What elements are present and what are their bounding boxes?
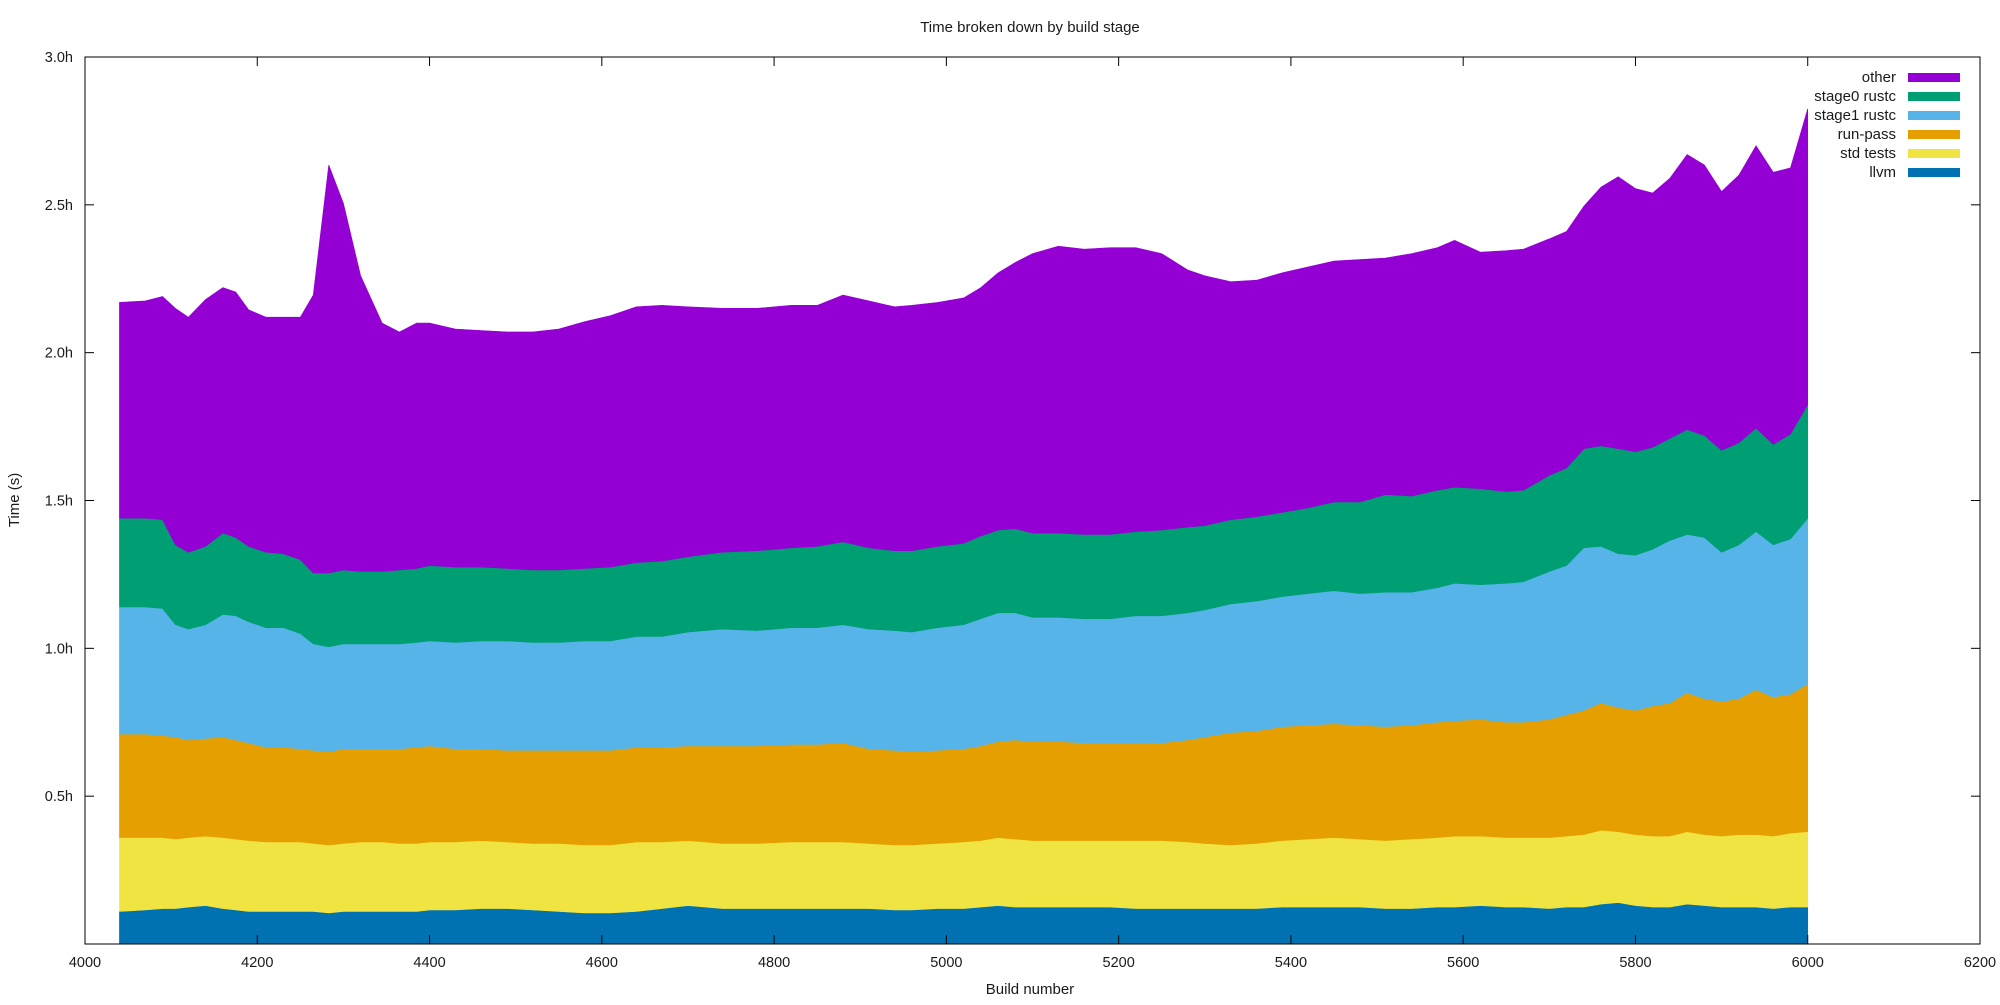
x-tick-label: 4600 [586, 955, 618, 971]
y-tick-label: 2.0h [45, 346, 73, 362]
x-axis-label: Build number [986, 981, 1074, 998]
x-tick-label: 5000 [930, 955, 962, 971]
legend-swatch [1908, 149, 1960, 158]
chart-title: Time broken down by build stage [920, 19, 1140, 36]
legend-swatch [1908, 130, 1960, 139]
y-axis-label: Time (s) [6, 473, 23, 527]
x-tick-label: 5800 [1619, 955, 1651, 971]
legend-label: stage0 rustc [1814, 88, 1896, 105]
y-tick-label: 3.0h [45, 50, 73, 66]
y-tick-label: 0.5h [45, 789, 73, 805]
y-axis: 0.5h 1.0h 1.5h 2.0h 2.5h 3.0h [45, 50, 1980, 805]
x-tick-label: 4200 [241, 955, 273, 971]
x-tick-label: 4800 [758, 955, 790, 971]
legend-swatch [1908, 168, 1960, 177]
y-tick-label: 1.5h [45, 494, 73, 510]
area-series-std-tests [119, 829, 1809, 914]
y-tick-label: 2.5h [45, 198, 73, 214]
legend-item-llvm: llvm [1869, 164, 1960, 181]
legend-item-other: other [1862, 69, 1960, 86]
x-tick-label: 5200 [1103, 955, 1135, 971]
x-axis: 4000 4200 4400 4600 4800 5000 5200 5400 5600 5800… [69, 57, 1996, 971]
area-series-other [119, 108, 1809, 574]
x-tick-label: 5400 [1275, 955, 1307, 971]
legend-label: stage1 rustc [1814, 107, 1896, 124]
x-tick-label: 5600 [1447, 955, 1479, 971]
legend-label: run-pass [1838, 126, 1896, 143]
legend-label: llvm [1869, 164, 1896, 181]
x-tick-label: 4400 [413, 955, 445, 971]
legend-item-std-tests: std tests [1840, 145, 1960, 162]
legend-swatch [1908, 73, 1960, 82]
y-tick-label: 1.0h [45, 641, 73, 657]
x-tick-label: 6200 [1964, 955, 1996, 971]
legend-swatch [1908, 92, 1960, 101]
legend-item-stage1-rustc: stage1 rustc [1814, 107, 1960, 124]
series-areas [119, 108, 1809, 945]
legend-label: std tests [1840, 145, 1896, 162]
x-tick-label: 6000 [1792, 955, 1824, 971]
legend: other stage0 rustc stage1 rustc run-pass std… [1814, 69, 1960, 181]
x-tick-label: 4000 [69, 955, 101, 971]
legend-swatch [1908, 111, 1960, 120]
legend-item-stage0-rustc: stage0 rustc [1814, 88, 1960, 105]
legend-item-run-pass: run-pass [1838, 126, 1960, 143]
legend-label: other [1862, 69, 1896, 86]
